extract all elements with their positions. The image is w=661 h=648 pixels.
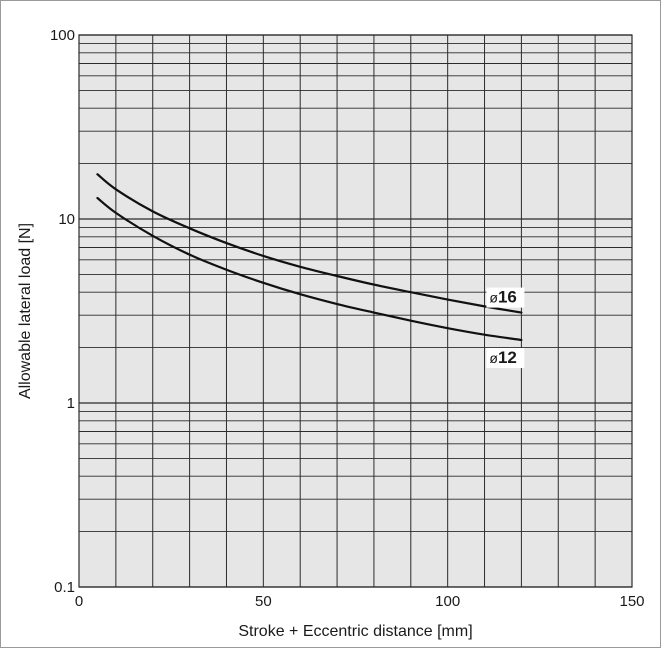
x-tick-label: 50: [255, 593, 272, 610]
series-label-number: 16: [498, 288, 517, 307]
plot-area: [79, 35, 632, 587]
plot-background: [79, 35, 632, 587]
series-label-16: ø16: [489, 288, 516, 307]
series-label-number: 12: [498, 348, 517, 367]
x-tick-label: 0: [75, 593, 83, 610]
x-axis-title: Stroke + Eccentric distance [mm]: [238, 623, 472, 640]
x-tick-label: 150: [619, 593, 644, 610]
y-tick-label: 1: [67, 395, 75, 412]
y-axis-title: Allowable lateral load [N]: [17, 223, 34, 399]
y-tick-label: 10: [58, 211, 75, 228]
y-tick-label: 0.1: [54, 579, 75, 596]
series-label-12: ø12: [489, 348, 516, 367]
y-tick-label: 100: [50, 27, 75, 44]
x-tick-label: 100: [435, 593, 460, 610]
